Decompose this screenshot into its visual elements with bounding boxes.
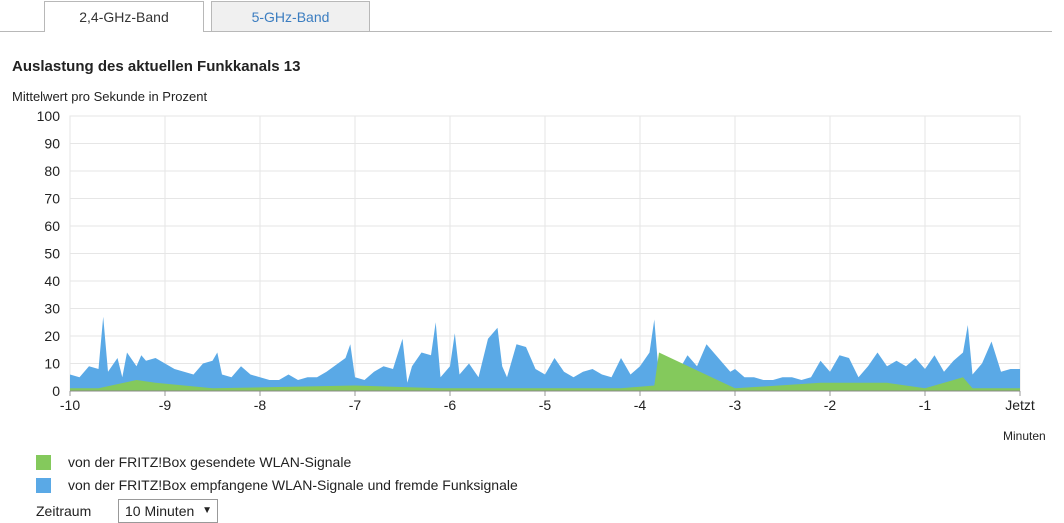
y-tick-label: 70 xyxy=(44,191,60,207)
channel-usage-chart: 0 10 20 30 40 50 60 70 80 90 100 -10 -9 -8 -7 -6 -5 -4 -3 -… xyxy=(37,108,1035,413)
y-tick-label: 60 xyxy=(44,218,60,234)
legend-label-sent: von der FRITZ!Box gesendete WLAN-Signale xyxy=(68,454,352,470)
x-axis-unit: Minuten xyxy=(1003,429,1046,443)
x-tick-label: -6 xyxy=(444,397,457,413)
y-tick-label: 20 xyxy=(44,328,60,344)
x-tick-label: -4 xyxy=(634,397,647,413)
x-tick-label: -3 xyxy=(729,397,742,413)
x-tick-label: -7 xyxy=(349,397,362,413)
y-tick-label: 40 xyxy=(44,273,60,289)
zeitraum-value: 10 Minuten xyxy=(125,503,195,519)
chart-subtitle: Mittelwert pro Sekunde in Prozent xyxy=(12,89,208,104)
y-tick-label: 100 xyxy=(37,108,61,124)
y-tick-label: 80 xyxy=(44,163,60,179)
y-tick-label: 10 xyxy=(44,356,60,372)
band-tabs: 2,4-GHz-Band 5-GHz-Band xyxy=(0,0,1052,32)
legend-swatch-sent xyxy=(36,455,51,470)
chart-title: Auslastung des aktuellen Funkkanals 13 xyxy=(12,58,301,75)
series-area-received xyxy=(70,316,1020,391)
tab-5-ghz[interactable]: 5-GHz-Band xyxy=(211,1,370,31)
tab-2-4-ghz[interactable]: 2,4-GHz-Band xyxy=(44,1,204,32)
x-tick-label: -8 xyxy=(254,397,267,413)
y-tick-label: 0 xyxy=(52,383,60,399)
y-tick-label: 50 xyxy=(44,246,60,262)
series-area-sent xyxy=(70,352,1020,391)
y-tick-label: 30 xyxy=(44,301,60,317)
legend-swatch-received xyxy=(36,478,51,493)
y-tick-label: 90 xyxy=(44,136,60,152)
legend-label-received: von der FRITZ!Box empfangene WLAN-Signal… xyxy=(68,477,518,493)
x-tick-label: -2 xyxy=(824,397,837,413)
x-tick-label: -1 xyxy=(919,397,932,413)
chevron-down-icon: ▼ xyxy=(202,505,212,516)
zeitraum-label: Zeitraum xyxy=(36,503,92,519)
zeitraum-select[interactable]: 10 Minuten ▼ xyxy=(118,499,218,523)
x-tick-label: -10 xyxy=(60,397,80,413)
x-tick-label: Jetzt xyxy=(1005,397,1035,413)
x-tick-label: -5 xyxy=(539,397,552,413)
x-tick-label: -9 xyxy=(159,397,172,413)
